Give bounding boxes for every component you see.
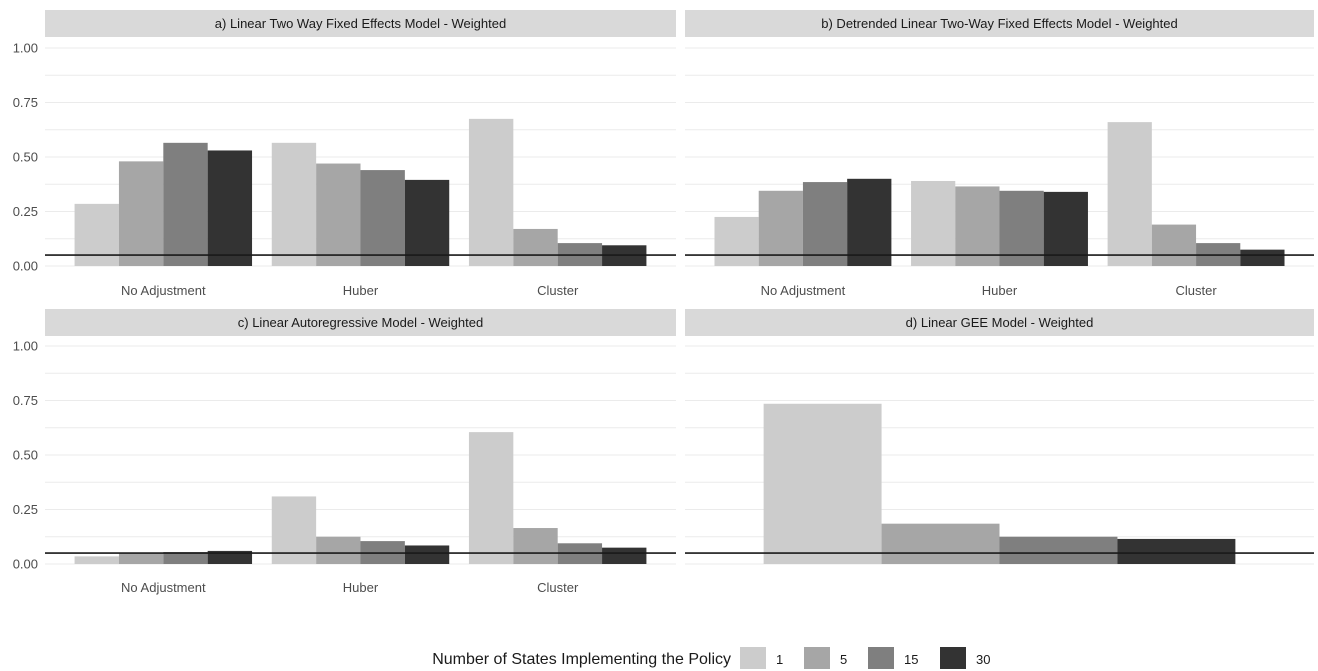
bar-series-15 — [999, 536, 1118, 564]
bar-series-30 — [207, 150, 253, 266]
bar-series-1 — [468, 432, 514, 564]
bar-series-15 — [999, 190, 1044, 266]
y-tick-label: 0.75 — [13, 393, 38, 408]
bar-series-5 — [118, 553, 164, 564]
bar-series-5 — [118, 161, 164, 266]
bar-series-15 — [163, 552, 208, 564]
y-tick-label: 0.00 — [13, 557, 38, 572]
panel-a: a) Linear Two Way Fixed Effects Model - … — [13, 10, 676, 298]
legend-label: 5 — [840, 652, 847, 667]
panel-c: c) Linear Autoregressive Model - Weighte… — [13, 309, 676, 595]
bar-series-30 — [602, 547, 647, 564]
x-category-label: No Adjustment — [121, 580, 206, 595]
bar-series-1 — [74, 556, 119, 564]
x-category-label: Cluster — [1175, 283, 1217, 298]
bar-series-1 — [763, 403, 882, 564]
bar-series-5 — [758, 190, 803, 266]
panel-title: a) Linear Two Way Fixed Effects Model - … — [215, 16, 506, 31]
y-tick-label: 0.50 — [13, 150, 38, 165]
legend: Number of States Implementing the Policy… — [432, 647, 990, 669]
bar-series-30 — [1043, 191, 1088, 266]
bar-series-1 — [271, 142, 317, 266]
panel-strip — [45, 309, 676, 336]
legend-swatch-30 — [940, 647, 966, 669]
legend-swatch-5 — [804, 647, 830, 669]
bar-series-30 — [847, 178, 892, 266]
bar-series-30 — [404, 545, 450, 564]
panel-b: b) Detrended Linear Two-Way Fixed Effect… — [685, 10, 1314, 298]
panel-strip — [685, 309, 1314, 336]
bar-series-1 — [714, 216, 759, 266]
x-category-label: Cluster — [537, 283, 579, 298]
bar-series-15 — [360, 170, 405, 266]
panel-title: c) Linear Autoregressive Model - Weighte… — [238, 315, 483, 330]
y-tick-label: 0.25 — [13, 204, 38, 219]
legend-swatch-15 — [868, 647, 894, 669]
x-category-label: Cluster — [537, 580, 579, 595]
bar-series-30 — [1240, 249, 1285, 266]
bar-series-5 — [316, 536, 361, 564]
bar-series-1 — [74, 203, 119, 266]
panel-d: d) Linear GEE Model - Weighted — [685, 309, 1314, 565]
y-tick-label: 0.75 — [13, 95, 38, 110]
bar-series-15 — [163, 142, 208, 266]
bar-series-1 — [911, 180, 956, 266]
bar-series-30 — [1117, 538, 1236, 564]
y-tick-label: 1.00 — [13, 41, 38, 56]
panel-title: d) Linear GEE Model - Weighted — [906, 315, 1094, 330]
x-category-label: No Adjustment — [121, 283, 206, 298]
x-category-label: Huber — [982, 283, 1018, 298]
bar-series-1 — [1107, 122, 1152, 267]
panel-title: b) Detrended Linear Two-Way Fixed Effect… — [821, 16, 1177, 31]
legend-title: Number of States Implementing the Policy — [432, 651, 731, 668]
legend-label: 30 — [976, 652, 990, 667]
bar-series-5 — [316, 163, 361, 266]
bar-series-30 — [207, 550, 253, 564]
x-category-label: No Adjustment — [761, 283, 846, 298]
panel-strip — [685, 10, 1314, 37]
y-tick-label: 1.00 — [13, 339, 38, 354]
bar-series-5 — [881, 523, 1000, 564]
bar-series-1 — [468, 118, 514, 266]
bar-series-5 — [513, 528, 558, 564]
x-category-label: Huber — [343, 283, 379, 298]
y-tick-label: 0.00 — [13, 259, 38, 274]
bar-series-5 — [513, 228, 558, 266]
x-category-label: Huber — [343, 580, 379, 595]
panel-strip — [45, 10, 676, 37]
bar-series-5 — [955, 186, 1000, 266]
legend-swatch-1 — [740, 647, 766, 669]
legend-label: 1 — [776, 652, 783, 667]
legend-label: 15 — [904, 652, 918, 667]
bar-series-5 — [1151, 224, 1197, 266]
y-tick-label: 0.25 — [13, 502, 38, 517]
bar-series-30 — [404, 179, 450, 266]
y-tick-label: 0.50 — [13, 448, 38, 463]
bar-series-15 — [802, 182, 848, 266]
